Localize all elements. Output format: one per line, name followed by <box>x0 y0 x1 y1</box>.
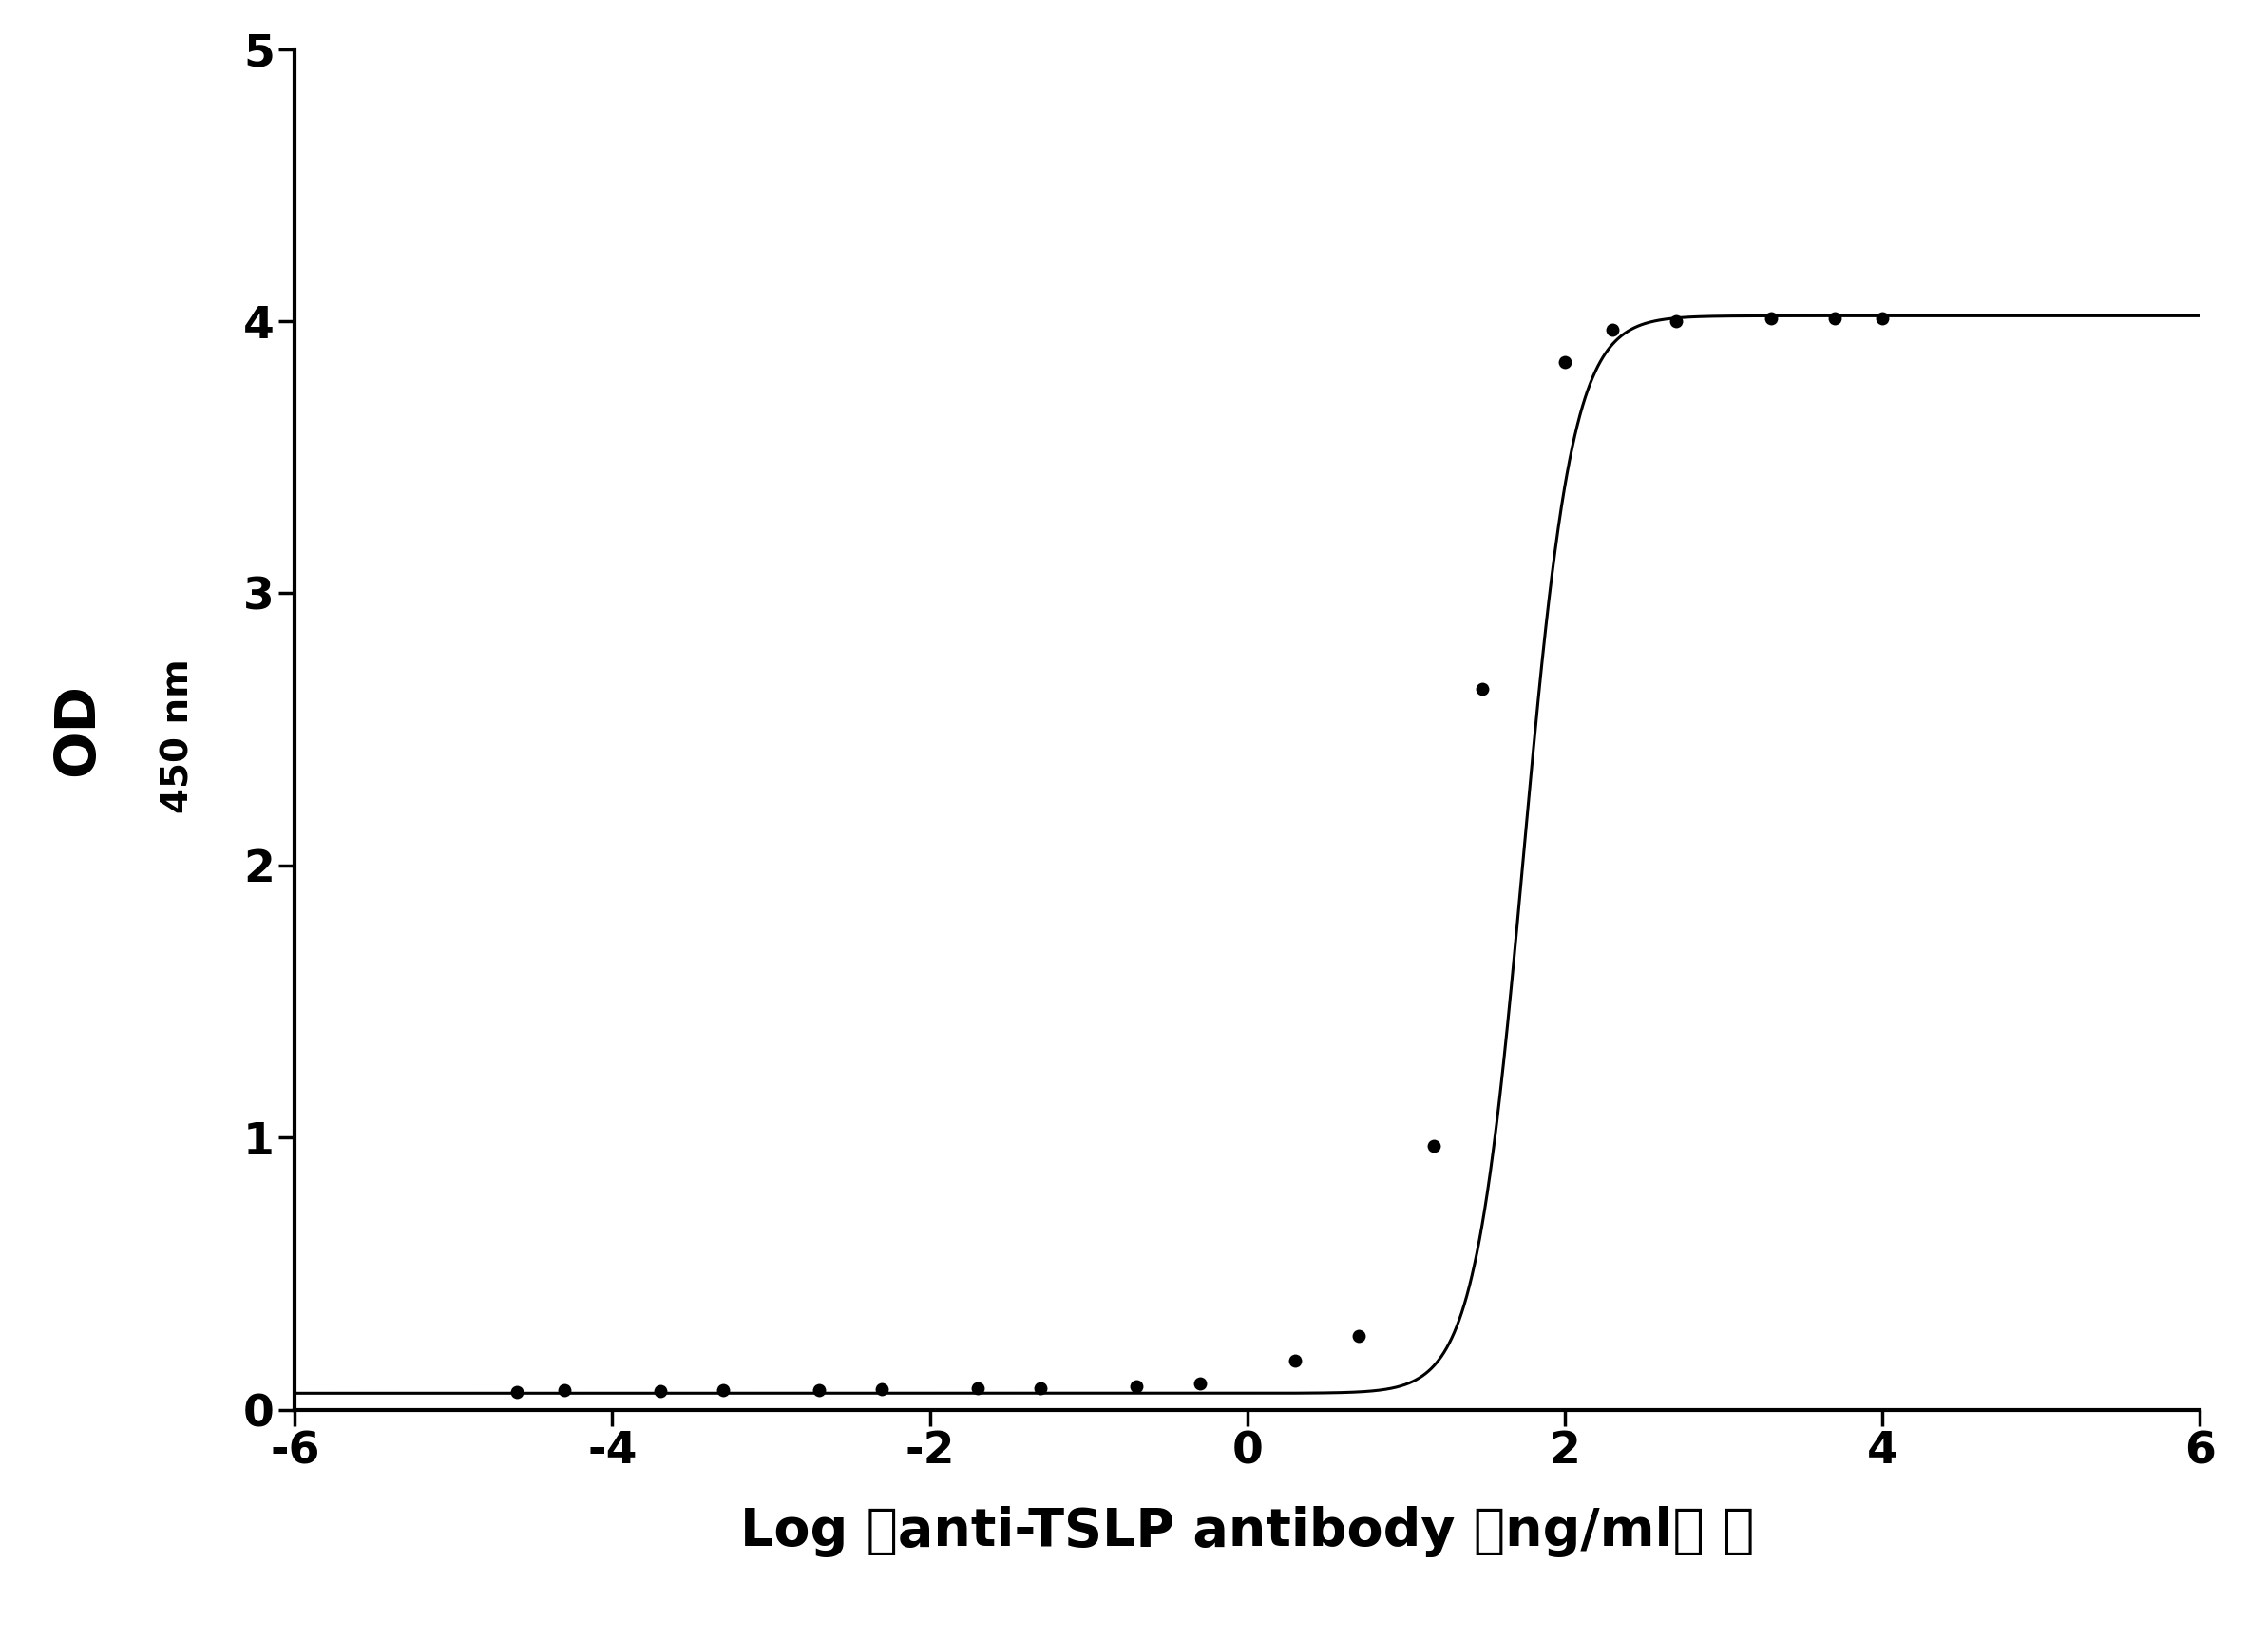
Point <box>1182 1370 1218 1396</box>
Point <box>499 1378 535 1405</box>
Point <box>1594 316 1631 343</box>
Point <box>1817 305 1853 331</box>
Point <box>547 1377 583 1403</box>
Point <box>1753 305 1789 331</box>
Point <box>864 1377 900 1403</box>
Point <box>1118 1373 1154 1400</box>
Point <box>705 1377 742 1403</box>
X-axis label: Log （anti-TSLP antibody （ng/ml） ）: Log （anti-TSLP antibody （ng/ml） ） <box>739 1506 1755 1557</box>
Point <box>1658 308 1694 334</box>
Point <box>1547 349 1583 375</box>
Point <box>1277 1347 1313 1373</box>
Text: 450 nm: 450 nm <box>159 659 195 813</box>
Point <box>1463 675 1499 701</box>
Point <box>1340 1323 1377 1349</box>
Point <box>801 1377 837 1403</box>
Text: OD: OD <box>50 683 104 775</box>
Point <box>1415 1133 1452 1159</box>
Point <box>1023 1375 1059 1401</box>
Point <box>1864 305 1901 331</box>
Point <box>642 1378 678 1405</box>
Point <box>959 1375 996 1401</box>
